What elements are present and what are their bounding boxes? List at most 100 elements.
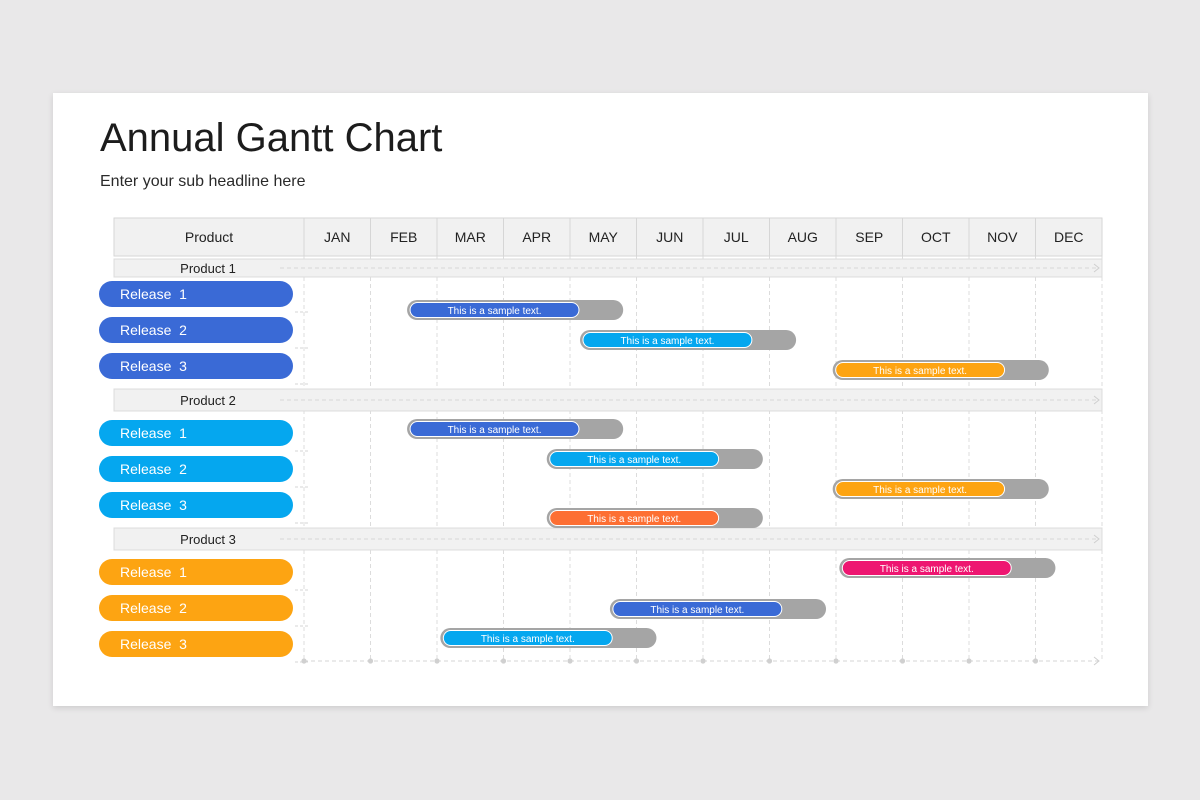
month-label: JUL bbox=[724, 229, 749, 245]
timeline-dot bbox=[633, 658, 640, 664]
release-pill-shape[interactable] bbox=[99, 559, 293, 585]
timeline-dot bbox=[966, 658, 972, 664]
arrow-head-icon bbox=[1093, 263, 1100, 273]
header-background bbox=[113, 217, 1103, 257]
timeline-dot bbox=[1032, 658, 1039, 664]
month-label: OCT bbox=[921, 229, 951, 245]
release-label: Release 3 bbox=[120, 636, 187, 652]
timeline-dot bbox=[700, 658, 706, 664]
gantt-bar[interactable]: This is a sample text. bbox=[579, 330, 797, 350]
gantt-bar-label: This is a sample text. bbox=[880, 564, 974, 575]
product-group: Product 1 Release 1 Release 2 Release 3 bbox=[99, 258, 1103, 385]
month-label: JAN bbox=[324, 229, 350, 245]
gantt-bars: This is a sample text. This is a sample t… bbox=[407, 300, 1056, 648]
gantt-bar[interactable]: This is a sample text. bbox=[839, 558, 1056, 578]
release-pill-shape[interactable] bbox=[99, 353, 293, 379]
arrow-head-icon bbox=[1093, 395, 1100, 405]
timeline-dot bbox=[434, 658, 440, 664]
arrow-head-icon bbox=[1093, 534, 1100, 544]
gantt-bar[interactable]: This is a sample text. bbox=[407, 300, 624, 320]
month-label: AUG bbox=[788, 229, 818, 245]
header-row: Product JAN FEB MAR APR MAY JUN JUL AUG SEP OCT NOV… bbox=[113, 217, 1103, 257]
timeline-dot bbox=[500, 658, 507, 664]
release-label: Release 1 bbox=[120, 286, 187, 302]
month-label: MAR bbox=[455, 229, 486, 245]
gantt-bar-label: This is a sample text. bbox=[620, 336, 714, 347]
timeline-dot bbox=[301, 658, 307, 664]
release-label: Release 3 bbox=[120, 358, 187, 374]
gantt-bar[interactable]: This is a sample text. bbox=[832, 479, 1049, 499]
arrow-head-icon bbox=[1093, 656, 1100, 666]
release-pill[interactable]: Release 3 bbox=[99, 631, 293, 657]
release-label: Release 2 bbox=[120, 322, 187, 338]
product-group: Product 2 Release 1 Release 2 Release 3 bbox=[99, 388, 1103, 524]
gantt-bar-label: This is a sample text. bbox=[448, 306, 542, 317]
release-label: Release 1 bbox=[120, 564, 187, 580]
gantt-bar[interactable]: This is a sample text. bbox=[407, 419, 624, 439]
group-name: Product 3 bbox=[180, 532, 236, 547]
release-pill-shape[interactable] bbox=[99, 631, 293, 657]
gantt-bar-progress[interactable] bbox=[409, 302, 580, 318]
month-label: MAY bbox=[589, 229, 619, 245]
release-pill[interactable]: Release 1 bbox=[99, 281, 293, 307]
release-pill[interactable]: Release 2 bbox=[99, 595, 293, 621]
release-pill-shape[interactable] bbox=[99, 456, 293, 482]
gantt-bar-label: This is a sample text. bbox=[873, 485, 967, 496]
gantt-bar-label: This is a sample text. bbox=[587, 455, 681, 466]
group-name: Product 2 bbox=[180, 393, 236, 408]
page-subtitle: Enter your sub headline here bbox=[100, 173, 306, 190]
timeline-dot bbox=[367, 658, 374, 664]
release-label: Release 3 bbox=[120, 497, 187, 513]
timeline-dot bbox=[833, 658, 839, 664]
gantt-bar-progress[interactable] bbox=[582, 332, 753, 348]
gantt-bar[interactable]: This is a sample text. bbox=[832, 360, 1049, 380]
release-pill[interactable]: Release 2 bbox=[99, 456, 293, 482]
release-pill-shape[interactable] bbox=[99, 281, 293, 307]
release-label: Release 2 bbox=[120, 600, 187, 616]
month-label: NOV bbox=[987, 229, 1018, 245]
release-label: Release 2 bbox=[120, 461, 187, 477]
gantt-bar-progress[interactable] bbox=[841, 560, 1012, 576]
group-name: Product 1 bbox=[180, 261, 236, 276]
month-label: JUN bbox=[656, 229, 683, 245]
gantt-bar-progress[interactable] bbox=[442, 630, 613, 646]
month-label: FEB bbox=[390, 229, 417, 245]
release-pill-shape[interactable] bbox=[99, 492, 293, 518]
timeline-axis bbox=[301, 656, 1100, 666]
release-pill[interactable]: Release 3 bbox=[99, 353, 293, 379]
page-title: Annual Gantt Chart bbox=[100, 116, 443, 160]
release-pill-shape[interactable] bbox=[99, 595, 293, 621]
gantt-bar-progress[interactable] bbox=[549, 451, 720, 467]
group-band bbox=[113, 388, 1103, 412]
gantt-bar-label: This is a sample text. bbox=[448, 425, 542, 436]
gantt-bar[interactable]: This is a sample text. bbox=[609, 599, 827, 619]
header-product-label: Product bbox=[185, 229, 233, 245]
gantt-bar-progress[interactable] bbox=[612, 601, 783, 617]
group-band bbox=[113, 258, 1103, 278]
release-pill[interactable]: Release 1 bbox=[99, 559, 293, 585]
gantt-bar-label: This is a sample text. bbox=[481, 634, 575, 645]
release-pill-shape[interactable] bbox=[99, 420, 293, 446]
gantt-bar-progress[interactable] bbox=[549, 510, 720, 526]
release-pill-shape[interactable] bbox=[99, 317, 293, 343]
release-pill[interactable]: Release 2 bbox=[99, 317, 293, 343]
gantt-bar[interactable]: This is a sample text. bbox=[546, 508, 763, 528]
gantt-bar-progress[interactable] bbox=[835, 481, 1006, 497]
timeline-dot bbox=[567, 658, 573, 664]
gantt-bar-label: This is a sample text. bbox=[873, 366, 967, 377]
gantt-bar-progress[interactable] bbox=[835, 362, 1006, 378]
gantt-bar[interactable]: This is a sample text. bbox=[546, 449, 763, 469]
gantt-bar-progress[interactable] bbox=[409, 421, 580, 437]
gantt-bar-label: This is a sample text. bbox=[587, 514, 681, 525]
release-label: Release 1 bbox=[120, 425, 187, 441]
release-pill[interactable]: Release 3 bbox=[99, 492, 293, 518]
release-pill[interactable]: Release 1 bbox=[99, 420, 293, 446]
month-label: APR bbox=[522, 229, 551, 245]
month-label: SEP bbox=[855, 229, 883, 245]
month-label: DEC bbox=[1054, 229, 1084, 245]
gantt-bar-label: This is a sample text. bbox=[650, 605, 744, 616]
timeline-dot bbox=[899, 658, 906, 664]
timeline-dot bbox=[766, 658, 773, 664]
gantt-bar[interactable]: This is a sample text. bbox=[440, 628, 657, 648]
